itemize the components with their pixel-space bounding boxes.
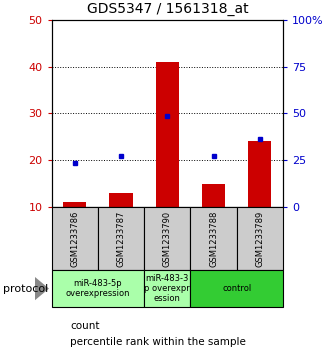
Text: protocol: protocol: [3, 284, 49, 294]
Text: GSM1233786: GSM1233786: [70, 211, 79, 267]
Bar: [156, 62, 179, 207]
Bar: [237, 207, 283, 270]
Bar: [144, 207, 190, 270]
Text: percentile rank within the sample: percentile rank within the sample: [70, 337, 246, 347]
Polygon shape: [35, 277, 49, 300]
Text: miR-483-5p
overexpression: miR-483-5p overexpression: [66, 279, 130, 298]
Bar: [52, 270, 144, 307]
Text: GSM1233787: GSM1233787: [117, 211, 126, 267]
Text: miR-483-3
p overexpr
ession: miR-483-3 p overexpr ession: [145, 274, 190, 303]
Bar: [98, 207, 144, 270]
Bar: [190, 207, 237, 270]
Text: GSM1233789: GSM1233789: [255, 211, 264, 267]
Bar: [144, 270, 190, 307]
Text: GSM1233788: GSM1233788: [209, 211, 218, 267]
Text: count: count: [70, 321, 100, 331]
Bar: [190, 270, 283, 307]
Bar: [63, 202, 86, 207]
Title: GDS5347 / 1561318_at: GDS5347 / 1561318_at: [87, 2, 248, 16]
Bar: [52, 207, 98, 270]
Text: control: control: [222, 284, 251, 293]
Text: GSM1233790: GSM1233790: [163, 211, 172, 267]
Bar: [248, 142, 271, 207]
Bar: [202, 184, 225, 207]
Bar: [110, 193, 133, 207]
